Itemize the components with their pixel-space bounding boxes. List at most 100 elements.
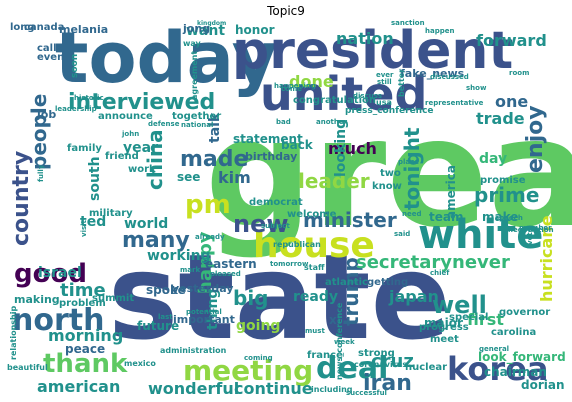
- word-time: time: [60, 280, 106, 301]
- word-country: country: [9, 151, 34, 246]
- word-show: show: [466, 84, 487, 92]
- word-day: day: [479, 151, 507, 167]
- word-negotiation: negotiation: [508, 226, 554, 234]
- word-even: even: [37, 52, 64, 63]
- word-leadership: leadership: [55, 105, 97, 113]
- word-chief: chief: [430, 269, 450, 277]
- word-canada: canada: [24, 22, 64, 33]
- word-happening: happening: [274, 82, 316, 90]
- word-discuss: discuss: [353, 92, 382, 100]
- word-welcome: welcome: [287, 209, 337, 220]
- word-year: year: [123, 140, 158, 156]
- word-done: done: [289, 72, 334, 91]
- word-future: future: [137, 319, 179, 333]
- word-interviewed: interviewed: [68, 90, 215, 115]
- word-enjoy: enjoy: [523, 105, 548, 173]
- word-state: state: [108, 228, 451, 366]
- figure-title: Topic9: [267, 4, 305, 18]
- word-usa: usa: [376, 98, 392, 107]
- word-statement: statement: [233, 132, 303, 146]
- word-today: today: [55, 17, 277, 99]
- word-national: national: [181, 121, 213, 129]
- word-looking: looking: [333, 119, 349, 177]
- word-house: house: [253, 225, 375, 266]
- word-two: two: [380, 168, 401, 179]
- word-first: first: [467, 310, 504, 329]
- word-never: never: [452, 252, 510, 273]
- word-korea: korea: [447, 350, 548, 388]
- word-honor: honor: [235, 23, 275, 37]
- word-team: team: [429, 210, 463, 224]
- word-hurricane: hurricane: [537, 215, 556, 302]
- word-coming: coming: [244, 354, 273, 362]
- word-israel: israel: [38, 265, 82, 281]
- word-together: together: [172, 111, 221, 122]
- word-making: making: [14, 293, 60, 306]
- word-peace: peace: [65, 342, 105, 356]
- word-working: working: [147, 248, 211, 264]
- word-congratulation: congratulation: [293, 95, 376, 106]
- word-continue: continue: [234, 379, 313, 398]
- word-made: made: [180, 147, 248, 172]
- word-kim: kim: [218, 168, 251, 187]
- word-fully: fully: [37, 164, 45, 182]
- word-staff: staff: [304, 263, 325, 272]
- word-nation: nation: [336, 29, 394, 48]
- word-thank: thank: [43, 349, 128, 379]
- word-work: work: [128, 164, 156, 175]
- word-getting: getting: [367, 277, 408, 288]
- word-american: american: [37, 377, 120, 396]
- word-week: week: [334, 338, 355, 346]
- word-north: north: [12, 303, 104, 338]
- word-news-conference: news_conference: [335, 302, 344, 380]
- word-thing: thing: [205, 289, 221, 330]
- word-kingdom: kingdom: [197, 20, 226, 27]
- word-last: last: [158, 313, 173, 321]
- word-going: going: [236, 318, 280, 334]
- word-speech: speech: [495, 214, 523, 222]
- word-defense: defense: [148, 120, 180, 128]
- word-administration: administration: [160, 346, 227, 355]
- word-discussed: discussed: [430, 73, 469, 81]
- word-white: white: [418, 212, 543, 258]
- word-ted: ted: [80, 214, 106, 230]
- word-iran: iran: [363, 371, 412, 396]
- word-one: one: [495, 92, 528, 111]
- word-many: many: [122, 228, 190, 253]
- word-still: still: [377, 78, 392, 86]
- word-talk: talk: [207, 112, 223, 143]
- word-secretary: secretary: [356, 252, 452, 273]
- word-deal: deal: [316, 351, 388, 386]
- word-happy: happy: [195, 231, 216, 294]
- word-place: place: [398, 158, 419, 166]
- word-subject: subject: [261, 222, 290, 230]
- word-historic: historic: [74, 94, 104, 102]
- word-ever: ever: [376, 71, 394, 79]
- word-mexico: mexico: [124, 359, 156, 368]
- word-tomorrow: tomorrow: [270, 260, 309, 268]
- word-japan: japan: [388, 287, 439, 306]
- word-united: united: [260, 67, 427, 121]
- word-major: major: [424, 316, 463, 330]
- word-great: great: [205, 87, 572, 261]
- word-successful: successful: [346, 389, 387, 397]
- word-pleased: pleased: [210, 270, 241, 278]
- word-melania: melania: [59, 23, 108, 36]
- word-vote: vote: [526, 227, 534, 245]
- word-general: general: [479, 345, 509, 353]
- word-special: special: [449, 312, 488, 323]
- word-world: world: [124, 216, 168, 232]
- word-atlantic: atlantic: [325, 277, 368, 288]
- word-much: much: [328, 139, 377, 158]
- word-forward: forward: [476, 31, 547, 50]
- word-xi: xi: [329, 313, 341, 327]
- word-governor: governor: [499, 307, 550, 318]
- word-bad: bad: [276, 118, 291, 126]
- word-prime: prime: [474, 183, 539, 207]
- word-ready: ready: [293, 289, 338, 305]
- word-meet: meet: [430, 334, 459, 345]
- word-tonight: tonight: [400, 127, 424, 210]
- word-military: military: [89, 208, 133, 219]
- word-summit: summit: [92, 293, 134, 304]
- word-call: call: [37, 43, 57, 54]
